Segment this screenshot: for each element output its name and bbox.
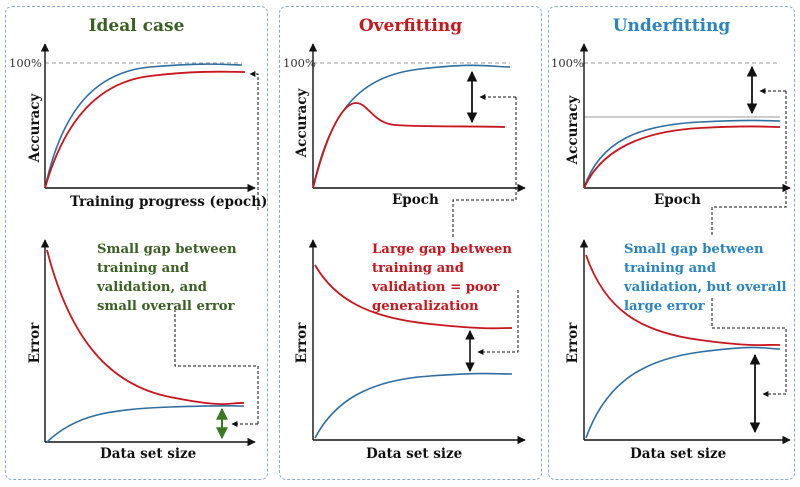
overfit-connector-mid (452, 97, 517, 237)
panel-underfitting (548, 6, 795, 480)
underfit-connector-lower (711, 298, 787, 397)
title-overfitting: Overfitting (358, 16, 463, 36)
underfit-err-validation-curve (585, 254, 781, 347)
overfit-100-label: 100% (283, 56, 316, 70)
ideal-connector-upper (249, 71, 259, 210)
ideal-acc-ylabel: Accuracy (27, 93, 43, 163)
ideal-acc-validation-curve (44, 70, 246, 189)
ideal-err-training-curve (46, 404, 245, 443)
overfit-accuracy-plot (308, 43, 526, 237)
panel-overfitting (279, 6, 542, 480)
ideal-err-validation-curve (46, 249, 245, 406)
title-underfitting: Underfitting (612, 16, 731, 36)
overfit-acc-ylabel: Accuracy (294, 88, 310, 158)
overfit-connector-lower (477, 290, 519, 355)
overfit-error-plot (308, 239, 526, 445)
underfit-err-ylabel: Error (565, 322, 581, 364)
underfit-acc-training-curve (583, 119, 781, 189)
ideal-acc-training-curve (44, 63, 243, 189)
underfit-note: Small gap between training and validatio… (624, 242, 787, 314)
ideal-note: Small gap between training and validatio… (97, 242, 237, 314)
underfit-connector-mid (711, 91, 787, 237)
underfit-accuracy-plot (579, 43, 791, 237)
ideal-error-plot (40, 71, 259, 447)
overfit-acc-validation-curve (312, 102, 506, 189)
underfit-err-training-curve (585, 346, 781, 439)
underfit-err-xlabel: Data set size (630, 446, 727, 462)
underfit-acc-xlabel: Epoch (654, 192, 701, 208)
ideal-100-label: 100% (9, 56, 42, 70)
underfit-100-label: 100% (551, 56, 584, 70)
underfit-acc-ylabel: Accuracy (565, 95, 581, 165)
ideal-acc-xlabel: Training progress (epoch) (70, 194, 268, 210)
overfit-acc-xlabel: Epoch (392, 192, 439, 208)
panel-ideal (5, 6, 268, 480)
underfit-acc-validation-curve (583, 125, 781, 189)
title-ideal: Ideal case (88, 16, 185, 36)
ideal-accuracy-plot (40, 43, 256, 193)
overfit-err-ylabel: Error (294, 322, 310, 364)
ideal-err-ylabel: Error (27, 322, 43, 364)
overfit-err-validation-curve (314, 264, 513, 330)
overfit-err-xlabel: Data set size (366, 446, 463, 462)
ideal-err-xlabel: Data set size (100, 446, 197, 462)
overfit-err-training-curve (314, 372, 513, 439)
overfit-note: Large gap between training and validatio… (372, 242, 512, 314)
underfit-error-plot (579, 239, 791, 445)
